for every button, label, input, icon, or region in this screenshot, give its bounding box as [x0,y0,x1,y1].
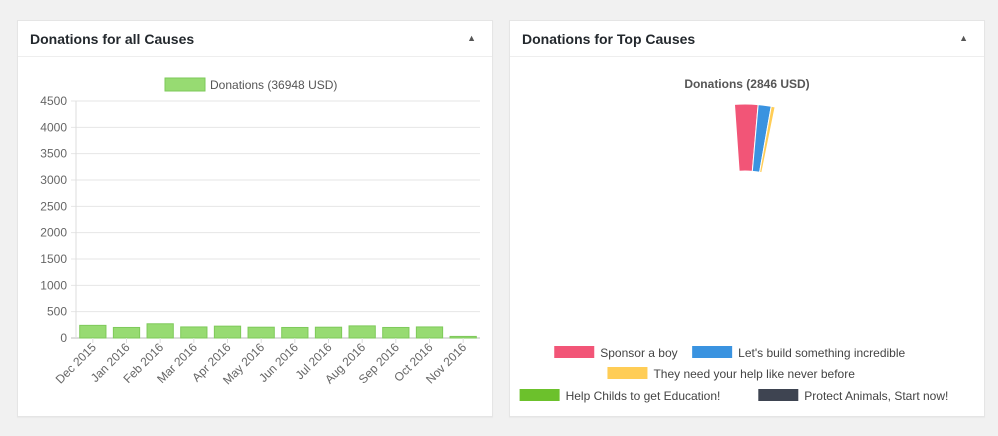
bar [348,325,376,339]
bar [382,326,410,339]
y-tick-label: 0 [60,331,67,345]
donations-all-causes-panel: Donations for all Causes ▲ Donations (36… [17,20,493,417]
legend-swatch [519,389,560,401]
chart-legend: Donations (36948 USD) [164,77,337,92]
y-tick-label: 1500 [40,252,67,266]
panel-header: Donations for Top Causes ▲ [510,21,984,57]
legend-label: Sponsor a boy [600,346,677,360]
pie-chart: Donations (2846 USD) Sponsor a boy Let's b… [519,77,948,403]
legend-item: Sponsor a boy [554,346,678,360]
bar [247,326,275,339]
bar [314,326,343,339]
bar [79,324,107,339]
panel-title: Donations for all Causes [30,30,195,47]
bar [213,325,242,339]
panel-header: Donations for all Causes ▲ [18,21,492,57]
legend-swatch [607,367,648,379]
y-tick-label: 3000 [40,173,67,187]
bar [281,326,309,339]
legend-item: Protect Animals, Start now! [758,389,948,403]
legend-label: Let's build something incredible [738,346,905,360]
bar-chart-area: Donations (36948 USD) 0 500 1000 1500 2000 250… [18,57,492,417]
bar [112,326,141,339]
pie-title: Donations (2846 USD) [684,77,809,91]
y-tick-label: 4000 [40,120,67,134]
legend-item: Let's build something incredible [692,346,906,360]
bar [415,326,444,339]
y-tick-label: 500 [47,305,67,319]
legend-swatch [692,346,733,358]
y-tick-label: 2500 [40,199,67,213]
y-tick-label: 4500 [40,94,67,108]
legend-swatch [758,389,799,401]
legend-label: They need your help like never before [653,367,855,381]
legend-label: Protect Animals, Start now! [804,389,948,403]
legend-item: They need your help like never before [607,367,855,381]
y-tick-label: 3500 [40,147,67,161]
legend-item: Help Childs to get Education! [519,389,721,403]
triangle-up-icon[interactable]: ▲ [959,33,968,43]
pie-slice [759,105,776,174]
legend-label: Help Childs to get Education! [566,389,721,403]
bar-chart: Donations (36948 USD) 0 500 1000 1500 2000 250… [40,77,480,387]
bar [146,323,174,339]
donations-top-causes-panel: Donations for Top Causes ▲ Donations (28… [509,20,985,417]
bar [180,326,208,339]
legend-label: Donations (36948 USD) [210,78,337,92]
panel-title: Donations for Top Causes [522,30,696,47]
legend-swatch [164,77,206,92]
pie-chart-area: Donations (2846 USD) Sponsor a boy Let's b… [510,57,984,417]
y-tick-label: 2000 [40,226,67,240]
bar [449,335,477,339]
y-tick-label: 1000 [40,278,67,292]
legend-swatch [554,346,595,358]
triangle-up-icon[interactable]: ▲ [467,33,476,43]
